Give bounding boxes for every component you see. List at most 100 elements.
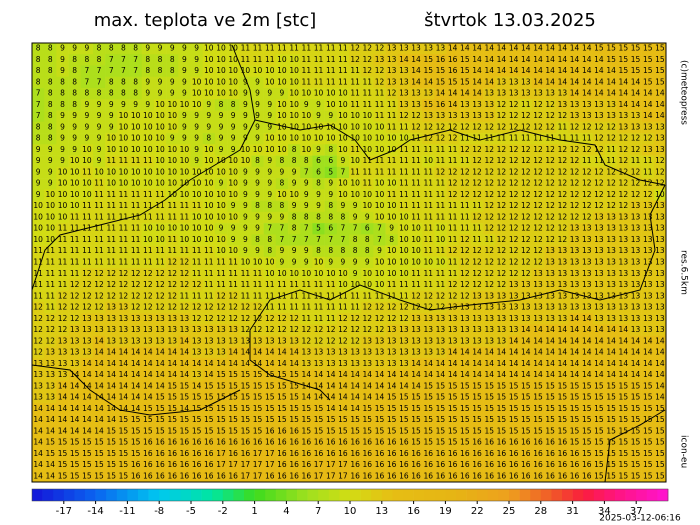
- grid-cell: [32, 470, 45, 483]
- grid-cell: [80, 223, 94, 235]
- grid-cell: [446, 211, 460, 224]
- cell-value: 12: [643, 134, 653, 143]
- cell-value: 13: [643, 145, 653, 154]
- cell-value: 8: [48, 44, 53, 53]
- cell-value: 13: [472, 303, 482, 312]
- grid-cell: [275, 121, 289, 134]
- grid-cell: [519, 301, 533, 314]
- grid-cell: [446, 144, 460, 156]
- cell-value: 11: [375, 100, 385, 109]
- cell-value: 15: [460, 404, 470, 413]
- cell-value: 14: [570, 325, 580, 334]
- grid-cell: [92, 369, 106, 381]
- cell-value: 10: [143, 134, 153, 143]
- grid-cell: [409, 54, 423, 66]
- cell-value: 11: [302, 291, 312, 300]
- grid-cell: [117, 268, 130, 280]
- grid-cell: [568, 144, 581, 156]
- cell-value: 14: [387, 370, 397, 379]
- cell-value: 12: [619, 179, 629, 188]
- cell-value: 12: [180, 258, 190, 267]
- grid-cell: [56, 54, 69, 66]
- grid-cell: [251, 425, 264, 438]
- cell-value: 12: [570, 167, 580, 176]
- cell-value: 12: [484, 280, 494, 289]
- cell-value: 8: [36, 122, 41, 131]
- grid-cell: [178, 88, 191, 100]
- cell-value: 12: [375, 303, 385, 312]
- cell-value: 13: [204, 348, 214, 357]
- cell-value: 14: [58, 381, 68, 390]
- grid-cell: [166, 144, 179, 156]
- cell-value: 12: [94, 303, 104, 312]
- grid-cell: [544, 414, 557, 427]
- grid-cell: [202, 448, 216, 460]
- grid-cell: [458, 121, 472, 134]
- cell-value: 12: [472, 246, 482, 255]
- grid-cell: [153, 166, 167, 179]
- cell-value: 10: [167, 145, 177, 154]
- grid-cell: [385, 223, 399, 235]
- grid-cell: [336, 178, 350, 190]
- cell-value: 13: [619, 303, 629, 312]
- cell-value: 10: [387, 212, 397, 221]
- grid-cell: [190, 88, 203, 100]
- cell-value: 11: [131, 258, 141, 267]
- grid-cell: [629, 414, 642, 427]
- cell-value: 14: [484, 370, 494, 379]
- cell-value: 11: [302, 66, 312, 75]
- cell-value: 14: [33, 471, 43, 480]
- grid-cell: [56, 43, 69, 55]
- grid-cell: [92, 256, 106, 269]
- grid-cell: [397, 391, 411, 404]
- cell-value: 10: [326, 134, 336, 143]
- cell-value: 13: [302, 348, 312, 357]
- cell-value: 11: [631, 156, 641, 165]
- grid-cell: [385, 43, 399, 55]
- grid-cell: [349, 346, 362, 359]
- cell-value: 5: [328, 167, 333, 176]
- colorbar-tick-label: 37: [630, 506, 643, 517]
- cell-value: 8: [170, 66, 175, 75]
- cell-value: 12: [484, 201, 494, 210]
- grid-cell: [422, 256, 435, 269]
- colorbar-step: [191, 489, 202, 501]
- cell-value: 15: [350, 426, 360, 435]
- cell-value: 13: [192, 348, 202, 357]
- cell-value: 13: [82, 314, 92, 323]
- cell-value: 16: [387, 460, 397, 469]
- cell-value: 13: [521, 77, 531, 86]
- cell-value: 15: [302, 426, 312, 435]
- grid-cell: [556, 144, 569, 156]
- cell-value: 13: [58, 348, 68, 357]
- cell-value: 14: [619, 325, 629, 334]
- cell-value: 12: [448, 246, 458, 255]
- cell-value: 13: [655, 134, 665, 143]
- cell-value: 12: [545, 179, 555, 188]
- grid-cell: [641, 200, 655, 213]
- grid-cell: [397, 346, 411, 359]
- cell-value: 15: [216, 393, 226, 402]
- cell-value: 12: [509, 190, 519, 199]
- cell-value: 12: [497, 156, 507, 165]
- cell-value: 11: [33, 246, 43, 255]
- grid-cell: [153, 211, 167, 224]
- cell-value: 15: [241, 404, 251, 413]
- cell-value: 15: [631, 460, 641, 469]
- cell-value: 11: [33, 269, 43, 278]
- grid-cell: [349, 301, 362, 314]
- cell-value: 14: [472, 66, 482, 75]
- grid-cell: [458, 313, 472, 325]
- grid-cell: [397, 470, 411, 483]
- grid-cell: [153, 43, 167, 55]
- grid-cell: [361, 43, 374, 55]
- grid-cell: [434, 245, 447, 258]
- grid-cell: [519, 436, 533, 449]
- cell-value: 13: [582, 111, 592, 120]
- cell-value: 9: [182, 89, 187, 98]
- cell-value: 9: [36, 179, 41, 188]
- cell-value: 11: [253, 269, 263, 278]
- grid-cell: [580, 369, 594, 381]
- grid-cell: [263, 211, 277, 224]
- grid-cell: [129, 358, 143, 370]
